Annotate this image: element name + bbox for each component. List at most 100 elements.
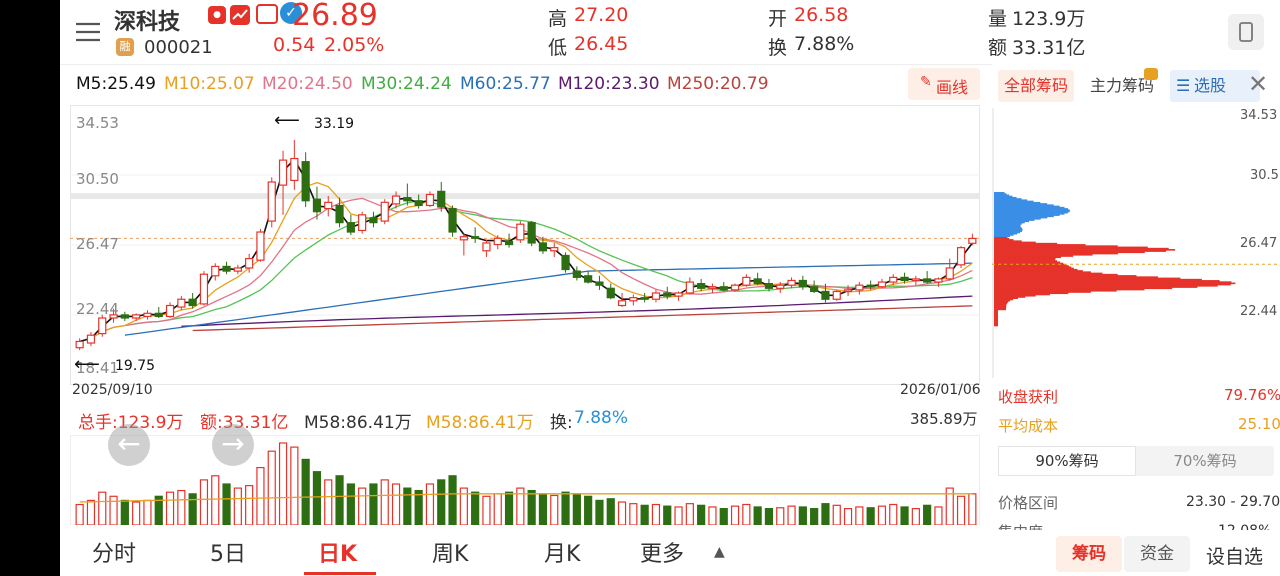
volume-legend: 总手:123.9万 额:33.31亿 M58:86.41万 M58:86.41万…: [60, 404, 990, 434]
chip-bar: [994, 247, 1169, 250]
fund-button[interactable]: 资金: [1124, 536, 1190, 572]
stock-name: 深科技: [114, 10, 181, 35]
caret-up-icon[interactable]: ▲: [714, 544, 725, 560]
add-watchlist-button[interactable]: 设自选: [1206, 546, 1264, 568]
chip-bar: [994, 316, 998, 318]
draw-line-button[interactable]: ✎ 画线: [908, 68, 980, 100]
candle-body: [380, 201, 389, 222]
btn-70-chips[interactable]: 70%筹码: [1173, 452, 1237, 470]
ma20-label: M20:24.50: [262, 74, 353, 94]
chip-bar: [994, 231, 1021, 234]
volume-bar: [855, 506, 864, 525]
tab-monthly-k[interactable]: 月K: [544, 542, 581, 567]
axis-price-4: 22.44: [76, 300, 119, 318]
chip-bar: [994, 246, 1148, 249]
volume-bar: [629, 503, 638, 525]
chip-bar: [994, 285, 1218, 287]
volume-bar: [86, 499, 96, 525]
ma30-label: M30:24.24: [361, 74, 452, 94]
close-icon[interactable]: ✕: [1248, 70, 1269, 98]
chip-axis-2: 30.5: [1250, 168, 1279, 183]
candle-body: [188, 298, 197, 307]
info-icon[interactable]: ✓: [280, 2, 302, 24]
vol-max-label: 385.89万: [910, 410, 978, 428]
candle-body: [877, 281, 887, 288]
candle-body: [866, 284, 875, 288]
candle-body: [222, 265, 231, 272]
high-arrow-icon: ⟵: [274, 110, 300, 131]
candle-body: [821, 290, 830, 300]
chip-bar: [994, 236, 1008, 239]
candle-body: [843, 289, 853, 293]
chip-bar: [994, 308, 1007, 311]
volume-bar: [245, 485, 254, 525]
prev-arrow-button[interactable]: ←: [108, 424, 150, 466]
chip-bar: [994, 215, 1054, 218]
candle-body: [945, 267, 954, 280]
tab-intraday[interactable]: 分时: [92, 542, 137, 567]
volume-value: 123.9万: [1012, 8, 1086, 30]
candle-body: [358, 214, 367, 232]
chip-bar: [994, 268, 1078, 271]
tab-weekly-k[interactable]: 周K: [432, 542, 469, 567]
avg-cost-value: 25.10: [1238, 415, 1280, 433]
chip-bar: [994, 229, 1023, 231]
chip-bar: [994, 227, 1023, 230]
volume-bar: [968, 493, 977, 525]
candle-body: [889, 276, 898, 283]
chip-histogram: [992, 108, 1280, 378]
volume-bar: [821, 503, 830, 525]
volume-bar: [222, 483, 231, 525]
volume-bar: [482, 495, 491, 525]
favorite-icon[interactable]: [256, 4, 278, 24]
volume-bar: [132, 501, 141, 525]
open-value: 26.58: [794, 4, 849, 26]
tab-5day[interactable]: 5日: [210, 542, 246, 567]
tab-more[interactable]: 更多: [640, 542, 685, 567]
chip-bar: [994, 242, 1058, 245]
volume-bar: [606, 498, 615, 525]
candle-body: [663, 292, 672, 297]
tab-main-chips[interactable]: 主力筹码: [1090, 76, 1155, 95]
volume-bar: [346, 483, 355, 525]
next-arrow-button[interactable]: →: [212, 424, 254, 466]
chip-bar: [994, 304, 1007, 307]
candle-body: [787, 279, 796, 286]
candlestick-chart[interactable]: [70, 105, 980, 385]
chip-bar: [994, 323, 998, 326]
candle-body: [708, 286, 717, 289]
volume-bar: [154, 495, 163, 525]
select-stock-button[interactable]: 选股: [1170, 70, 1260, 102]
volume-bar: [75, 503, 84, 525]
vol-turn-label: 换:: [550, 413, 573, 433]
chip-bar: [994, 282, 1236, 285]
tab-daily-k[interactable]: 日K: [318, 542, 358, 567]
chip-bar: [994, 266, 1072, 269]
candle-body: [369, 217, 378, 224]
volume-label: 量: [988, 8, 1008, 30]
chip-bar: [994, 280, 1220, 282]
candle-body: [132, 314, 141, 319]
candle-body: [923, 278, 932, 283]
candle-body: [482, 242, 491, 252]
menu-icon[interactable]: [74, 20, 104, 44]
volume-bar: [278, 442, 288, 525]
btn-90-chips[interactable]: 90%筹码: [998, 446, 1136, 476]
chip-bar: [994, 206, 1065, 209]
turnover-value: 7.88%: [794, 33, 855, 55]
chip-bar: [994, 283, 1231, 286]
chip-bar: [994, 273, 1118, 276]
landscape-icon[interactable]: [1228, 14, 1264, 50]
low-value: 26.45: [574, 33, 629, 55]
price-range-value: 23.30 - 29.70: [1186, 494, 1280, 510]
chip-button[interactable]: 筹码: [1056, 536, 1122, 572]
tab-all-chips[interactable]: 全部筹码: [998, 70, 1075, 102]
chip-bar: [994, 200, 1034, 203]
candle-body: [493, 237, 502, 246]
lock-icon: [1144, 68, 1158, 80]
volume-bar: [674, 506, 683, 525]
chip-bar: [994, 205, 1060, 208]
vol-ma58-b: M58:86.41万: [426, 413, 534, 433]
axis-price-2: 30.50: [76, 170, 119, 188]
chip-bar: [994, 306, 1007, 308]
